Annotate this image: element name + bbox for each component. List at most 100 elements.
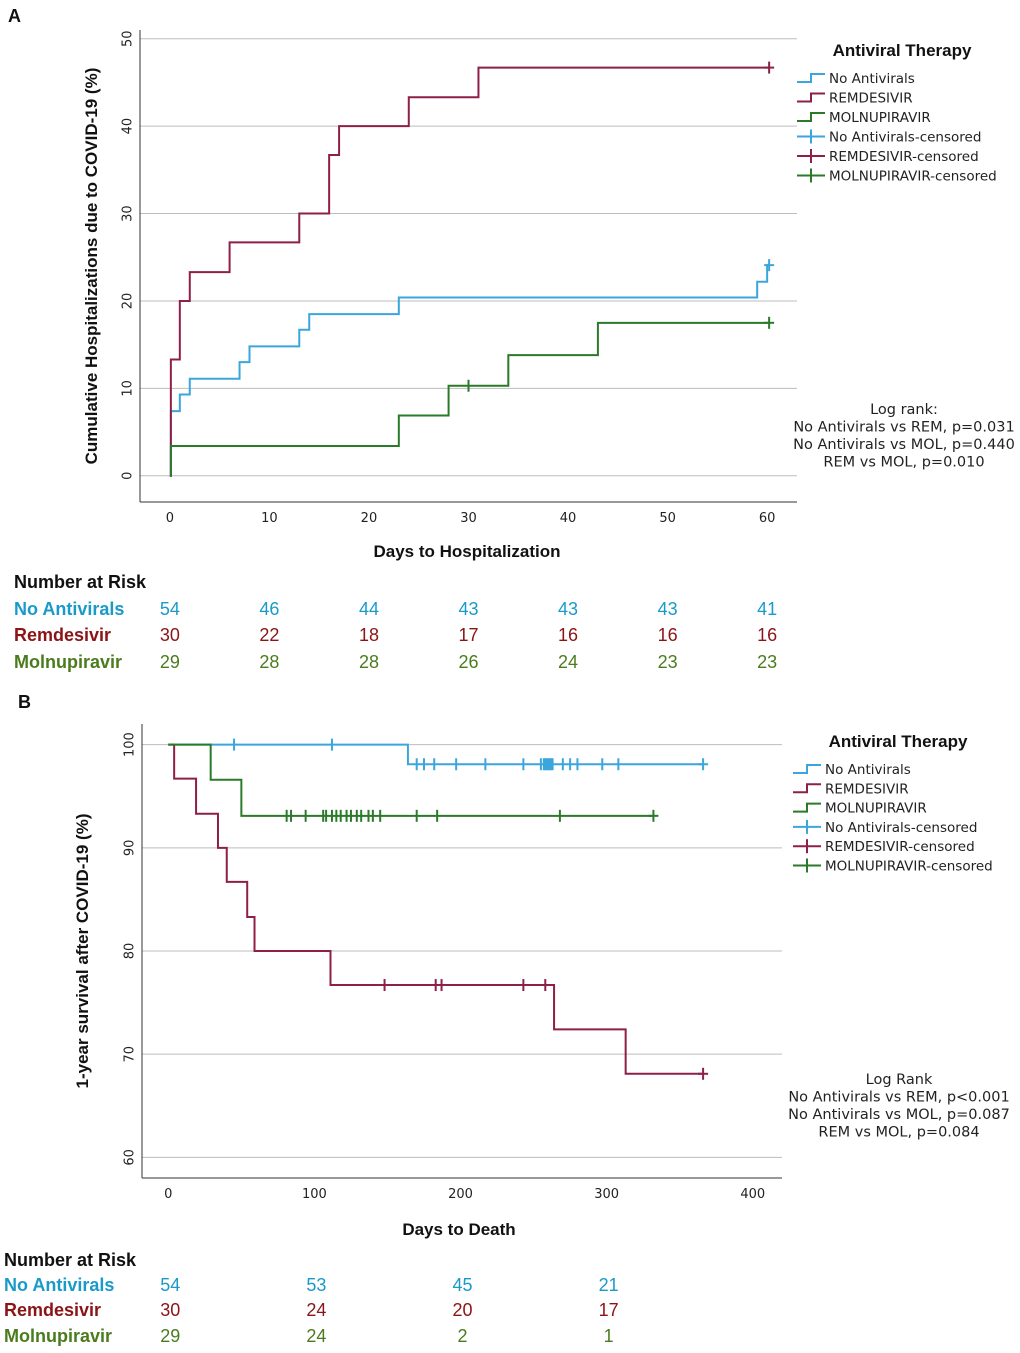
x-tick-label: 20 (361, 511, 378, 526)
legend-entry: MOLNUPIRAVIR-censored (825, 859, 993, 875)
log-rank-line: Log rank: (870, 402, 938, 418)
log-rank-line: No Antivirals vs REM, p=0.031 (793, 420, 1014, 436)
risk-value: 54 (160, 599, 180, 619)
x-axis-title: Days to Hospitalization (373, 542, 560, 561)
risk-value: 2 (458, 1326, 468, 1346)
log-rank-line: REM vs MOL, p=0.084 (818, 1125, 979, 1141)
y-tick-label: 0 (121, 472, 136, 480)
risk-table-title: Number at Risk (14, 572, 147, 592)
series-line-no-antivirals (168, 743, 704, 766)
log-rank-line: Log Rank (866, 1072, 933, 1088)
y-axis-title: 1-year survival after COVID-19 (%) (73, 814, 92, 1089)
series-line-remdesivir (169, 66, 770, 477)
risk-value: 28 (359, 652, 379, 672)
legend-entry: MOLNUPIRAVIR (825, 801, 927, 817)
log-rank-annotation: Log Rank No Antivirals vs REM, p<0.001No … (788, 1072, 1010, 1141)
risk-value: 29 (160, 1326, 180, 1346)
legend-swatch (797, 73, 825, 83)
series-line-molnupiravir (169, 321, 770, 477)
y-tick-label: 70 (123, 1046, 138, 1063)
log-rank-line: REM vs MOL, p=0.010 (823, 455, 984, 471)
risk-row-label: Molnupiravir (14, 652, 122, 672)
x-tick-label: 30 (460, 511, 477, 526)
y-tick-label: 100 (123, 732, 138, 757)
legend-entry: REMDESIVIR-censored (829, 149, 979, 165)
legend-entry: REMDESIVIR-censored (825, 839, 975, 855)
risk-value: 18 (359, 625, 379, 645)
y-tick-label: 50 (121, 30, 136, 47)
x-tick-label: 200 (448, 1187, 473, 1202)
risk-value: 46 (259, 599, 279, 619)
risk-value: 23 (757, 652, 777, 672)
log-rank-line: No Antivirals vs REM, p<0.001 (788, 1090, 1009, 1106)
x-tick-label: 0 (164, 1187, 172, 1202)
risk-row-label: No Antivirals (14, 599, 124, 619)
panel-b-survival-chart: 60 70 80 90 100 0 100 200 300 400 1-year survival … (4, 724, 1010, 1346)
panel-a-hospitalization-chart: 0 10 20 30 40 50 0 10 20 30 40 50 60 Cumulative Hospi… (14, 30, 1015, 672)
risk-value: 30 (160, 625, 180, 645)
risk-table-title: Number at Risk (4, 1250, 137, 1270)
risk-value: 24 (306, 1326, 326, 1346)
legend-swatch (793, 783, 821, 794)
legend-entry: No Antivirals (829, 71, 915, 87)
risk-value: 45 (453, 1275, 473, 1295)
risk-row-label: No Antivirals (4, 1275, 114, 1295)
risk-value: 22 (259, 625, 279, 645)
risk-value: 43 (458, 599, 478, 619)
y-tick-label: 20 (121, 293, 136, 310)
legend-entry: MOLNUPIRAVIR-censored (829, 169, 997, 185)
risk-value: 17 (458, 625, 478, 645)
legend-entry: MOLNUPIRAVIR (829, 110, 931, 126)
x-axis-title: Days to Death (402, 1220, 515, 1239)
risk-row-label: Remdesivir (14, 625, 111, 645)
series-line-no-antivirals (169, 264, 770, 477)
risk-value: 41 (757, 599, 777, 619)
x-tick-label: 0 (166, 511, 174, 526)
log-rank-line: No Antivirals vs MOL, p=0.087 (788, 1107, 1010, 1123)
legend-title: Antiviral Therapy (829, 732, 968, 751)
risk-value: 28 (259, 652, 279, 672)
x-tick-label: 40 (560, 511, 577, 526)
risk-value: 24 (558, 652, 578, 672)
series-line-molnupiravir (168, 743, 654, 817)
y-tick-label: 10 (121, 380, 136, 397)
y-tick-label: 90 (123, 840, 138, 857)
legend: Antiviral Therapy No Antivirals REMDESIVIR… (793, 732, 993, 875)
legend-swatch (793, 764, 821, 774)
log-rank-annotation: Log rank: No Antivirals vs REM, p=0.031No… (793, 402, 1015, 471)
risk-value: 21 (599, 1275, 619, 1295)
risk-value: 24 (306, 1300, 326, 1320)
risk-value: 16 (558, 625, 578, 645)
legend-swatch (797, 112, 825, 122)
risk-value: 26 (458, 652, 478, 672)
x-tick-label: 50 (659, 511, 676, 526)
legend-entry: No Antivirals-censored (829, 130, 981, 146)
legend-entry: REMDESIVIR (825, 781, 909, 797)
panel-letter-a: A (8, 6, 21, 26)
x-tick-label: 300 (594, 1187, 619, 1202)
series-line-remdesivir (168, 743, 704, 1075)
log-rank-line: No Antivirals vs MOL, p=0.440 (793, 437, 1015, 453)
risk-value: 1 (604, 1326, 614, 1346)
panel-letter-b: B (18, 692, 31, 712)
risk-row-label: Molnupiravir (4, 1326, 112, 1346)
x-tick-label: 10 (261, 511, 278, 526)
legend-title: Antiviral Therapy (833, 41, 972, 60)
number-at-risk-table: Number at Risk No Antivirals 54 46 44 43 43 43 4… (14, 572, 777, 672)
x-tick-label: 100 (302, 1187, 327, 1202)
y-tick-label: 40 (121, 118, 136, 135)
risk-value: 44 (359, 599, 379, 619)
legend-entry: No Antivirals-censored (825, 820, 977, 836)
y-tick-label: 30 (121, 205, 136, 222)
risk-value: 20 (453, 1300, 473, 1320)
legend-entry: REMDESIVIR (829, 91, 913, 107)
y-tick-label: 80 (123, 943, 138, 960)
y-tick-label: 60 (123, 1149, 138, 1166)
risk-value: 16 (757, 625, 777, 645)
legend-swatch (797, 92, 825, 103)
risk-value: 43 (658, 599, 678, 619)
x-tick-label: 400 (740, 1187, 765, 1202)
risk-value: 54 (160, 1275, 180, 1295)
